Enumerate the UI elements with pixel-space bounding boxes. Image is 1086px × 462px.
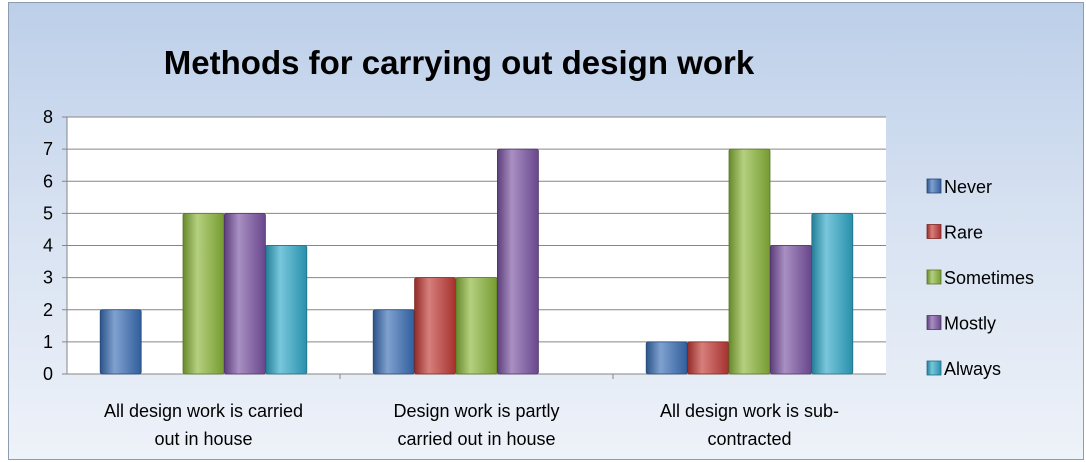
bar-sometimes-1 — [182, 212, 225, 375]
y-tick-label: 7 — [43, 139, 53, 159]
legend-label-mostly: Mostly — [944, 314, 996, 334]
x-category-label: All design work is carried — [104, 401, 303, 421]
y-tick-label: 2 — [43, 300, 53, 320]
legend-swatch-never — [926, 178, 942, 194]
y-tick-label: 0 — [43, 364, 53, 384]
plot-area: 0 1 2 3 4 5 6 7 8 All design work is carried out i… — [43, 107, 886, 449]
legend-swatch-sometimes — [926, 269, 942, 285]
y-tick-label: 5 — [43, 203, 53, 223]
bar-never-1 — [99, 309, 142, 375]
x-category-label: All design work is sub- — [660, 401, 839, 421]
legend-label-always: Always — [944, 359, 1001, 379]
chart-container: Methods for carrying out design work 0 1 2… — [8, 2, 1084, 460]
legend-label-sometimes: Sometimes — [944, 268, 1034, 288]
y-tick-label: 1 — [43, 332, 53, 352]
bar-rare-3 — [687, 341, 729, 375]
bar-chart: Methods for carrying out design work 0 1 2… — [43, 44, 1034, 449]
bar-always-3 — [811, 212, 854, 375]
chart-title: Methods for carrying out design work — [164, 44, 755, 81]
y-tick-label: 6 — [43, 171, 53, 191]
legend-swatch-rare — [926, 224, 942, 239]
bar-never-2 — [372, 309, 415, 375]
y-tick-label: 8 — [43, 107, 53, 127]
y-tick-label: 3 — [43, 268, 53, 288]
bar-sometimes-2 — [455, 277, 498, 375]
x-category-label: Design work is partly — [393, 401, 559, 421]
bar-rare-2 — [414, 277, 457, 375]
legend: Never Rare Sometimes Mostly Always — [926, 177, 1034, 379]
bar-never-3 — [645, 341, 688, 375]
legend-swatch-always — [926, 360, 942, 376]
x-category-label: contracted — [707, 429, 791, 449]
legend-label-rare: Rare — [944, 223, 983, 243]
bar-always-1 — [265, 245, 308, 375]
bar-mostly-3 — [770, 245, 812, 375]
x-category-label: carried out in house — [397, 429, 555, 449]
legend-label-never: Never — [944, 177, 992, 197]
legend-swatch-mostly — [926, 315, 942, 330]
bar-mostly-2 — [496, 148, 539, 375]
x-category-label: out in house — [154, 429, 252, 449]
y-tick-label: 4 — [43, 236, 53, 256]
bar-sometimes-3 — [728, 148, 771, 375]
bar-mostly-1 — [223, 212, 266, 375]
